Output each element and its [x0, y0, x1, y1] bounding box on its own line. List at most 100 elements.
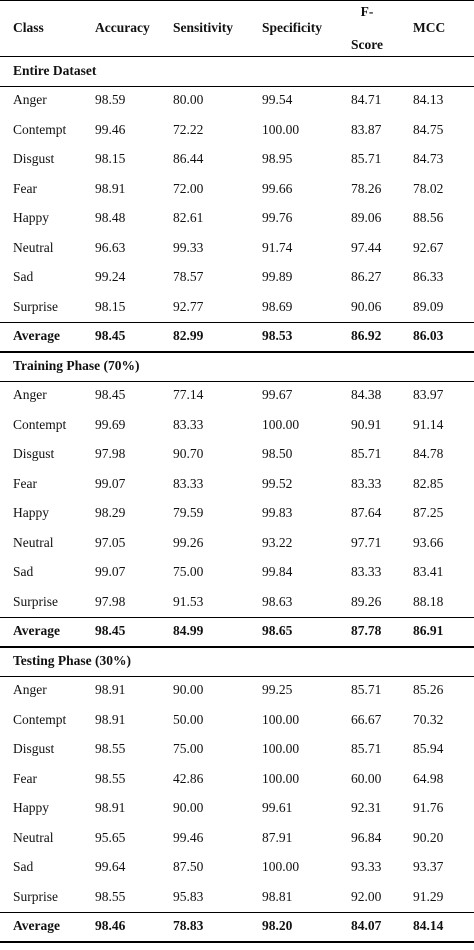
cell-sensitivity: 75.00 [173, 564, 204, 580]
table-row: Happy 98.91 90.00 99.61 92.31 91.76 [0, 794, 474, 824]
cell-accuracy: 98.91 [95, 711, 126, 727]
cell-sensitivity: 87.50 [173, 859, 204, 875]
cell-accuracy: 95.65 [95, 829, 126, 845]
header-f-score-line1: F- [360, 4, 374, 19]
cell-sensitivity: 78.57 [173, 269, 204, 285]
cell-sensitivity: 82.61 [173, 210, 204, 226]
table-row: Contempt 99.46 72.22 100.00 83.87 84.75 [0, 115, 474, 145]
section-title: Training Phase (70%) [13, 357, 140, 373]
cell-class: Average [13, 918, 60, 934]
cell-mcc: 91.76 [413, 800, 444, 816]
cell-class: Neutral [13, 534, 54, 550]
cell-class: Fear [13, 180, 37, 196]
cell-f-score: 84.38 [351, 387, 382, 403]
cell-sensitivity: 72.22 [173, 121, 204, 137]
cell-accuracy: 98.45 [95, 328, 126, 344]
cell-class: Neutral [13, 829, 54, 845]
cell-class: Surprise [13, 593, 58, 609]
cell-accuracy: 99.64 [95, 859, 126, 875]
cell-f-score: 96.84 [351, 829, 382, 845]
table-row: Happy 98.48 82.61 99.76 89.06 88.56 [0, 204, 474, 234]
cell-mcc: 83.97 [413, 387, 444, 403]
cell-specificity: 98.69 [262, 298, 293, 314]
cell-accuracy: 98.45 [95, 387, 126, 403]
cell-sensitivity: 83.33 [173, 475, 204, 491]
table-row: Contempt 98.91 50.00 100.00 66.67 70.32 [0, 705, 474, 735]
cell-mcc: 84.14 [413, 918, 444, 934]
cell-f-score: 93.33 [351, 859, 382, 875]
cell-sensitivity: 86.44 [173, 151, 204, 167]
section-rule [0, 380, 474, 382]
table-row: Surprise 97.98 91.53 98.63 89.26 88.18 [0, 587, 474, 617]
cell-mcc: 84.73 [413, 151, 444, 167]
cell-accuracy: 97.98 [95, 446, 126, 462]
section-end-rule [0, 351, 474, 353]
cell-mcc: 88.56 [413, 210, 444, 226]
cell-class: Contempt [13, 416, 67, 432]
cell-class: Fear [13, 770, 37, 786]
cell-f-score: 90.91 [351, 416, 382, 432]
cell-accuracy: 99.69 [95, 416, 126, 432]
cell-f-score: 83.87 [351, 121, 382, 137]
cell-mcc: 93.66 [413, 534, 444, 550]
cell-class: Happy [13, 800, 49, 816]
cell-class: Anger [13, 387, 47, 403]
cell-class: Average [13, 623, 60, 639]
cell-specificity: 91.74 [262, 239, 293, 255]
cell-specificity: 93.22 [262, 534, 293, 550]
cell-class: Happy [13, 505, 49, 521]
cell-f-score: 90.06 [351, 298, 382, 314]
cell-mcc: 70.32 [413, 711, 444, 727]
cell-mcc: 89.09 [413, 298, 444, 314]
table-row: Anger 98.59 80.00 99.54 84.71 84.13 [0, 86, 474, 116]
cell-sensitivity: 92.77 [173, 298, 204, 314]
cell-sensitivity: 90.00 [173, 682, 204, 698]
top-rule [0, 0, 474, 1]
cell-sensitivity: 42.86 [173, 770, 204, 786]
cell-f-score: 92.00 [351, 888, 382, 904]
cell-sensitivity: 99.26 [173, 534, 204, 550]
cell-class: Contempt [13, 121, 67, 137]
cell-accuracy: 99.46 [95, 121, 126, 137]
cell-mcc: 78.02 [413, 180, 444, 196]
cell-f-score: 85.71 [351, 151, 382, 167]
table-row: Contempt 99.69 83.33 100.00 90.91 91.14 [0, 410, 474, 440]
cell-specificity: 98.20 [262, 918, 293, 934]
header-f-score-line2: Score [351, 37, 383, 52]
cell-accuracy: 98.91 [95, 180, 126, 196]
cell-mcc: 86.33 [413, 269, 444, 285]
table-row: Anger 98.45 77.14 99.67 84.38 83.97 [0, 381, 474, 411]
cell-class: Sad [13, 269, 34, 285]
table-row: Disgust 98.15 86.44 98.95 85.71 84.73 [0, 145, 474, 175]
cell-mcc: 93.37 [413, 859, 444, 875]
cell-mcc: 83.41 [413, 564, 444, 580]
cell-class: Disgust [13, 151, 55, 167]
cell-class: Neutral [13, 239, 54, 255]
cell-class: Happy [13, 210, 49, 226]
cell-mcc: 87.25 [413, 505, 444, 521]
cell-specificity: 99.66 [262, 180, 293, 196]
cell-specificity: 99.54 [262, 92, 293, 108]
cell-f-score: 86.92 [351, 328, 382, 344]
cell-f-score: 89.06 [351, 210, 382, 226]
table-row: Neutral 96.63 99.33 91.74 97.44 92.67 [0, 233, 474, 263]
cell-specificity: 98.81 [262, 888, 293, 904]
cell-class: Disgust [13, 446, 55, 462]
cell-f-score: 85.71 [351, 682, 382, 698]
cell-class: Surprise [13, 298, 58, 314]
cell-specificity: 100.00 [262, 741, 300, 757]
header-sensitivity: Sensitivity [173, 20, 234, 35]
cell-mcc: 84.75 [413, 121, 444, 137]
cell-specificity: 98.95 [262, 151, 293, 167]
cell-mcc: 92.67 [413, 239, 444, 255]
cell-specificity: 99.83 [262, 505, 293, 521]
header-rule [0, 56, 474, 57]
cell-specificity: 98.63 [262, 593, 293, 609]
cell-mcc: 85.94 [413, 741, 444, 757]
cell-f-score: 92.31 [351, 800, 382, 816]
cell-sensitivity: 91.53 [173, 593, 204, 609]
section-end-rule [0, 941, 474, 943]
cell-f-score: 87.64 [351, 505, 382, 521]
cell-accuracy: 97.05 [95, 534, 126, 550]
